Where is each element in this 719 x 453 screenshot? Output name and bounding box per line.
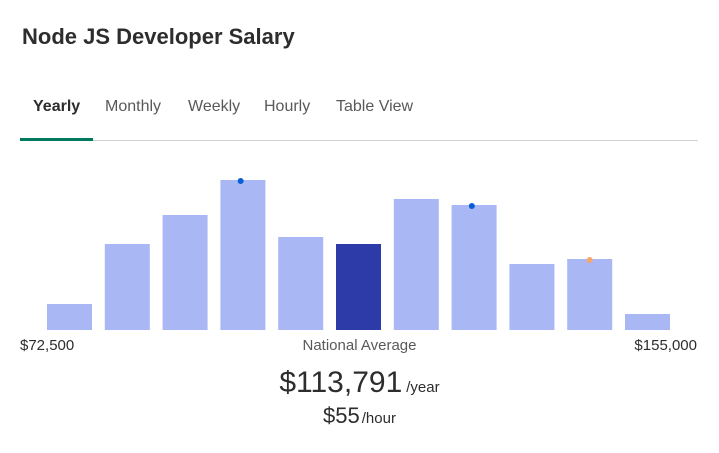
max-salary-label: $155,000 [634, 337, 697, 354]
tab-monthly[interactable]: Monthly [105, 98, 162, 115]
tab-table-view[interactable]: Table View [336, 98, 414, 115]
histogram-bar [393, 199, 439, 330]
histogram-bar-national-average [336, 244, 381, 330]
national-average-label: National Average [302, 337, 417, 354]
hourly-salary-amount: $55 [323, 403, 360, 428]
histogram-bar [104, 244, 150, 330]
histogram-bar [220, 180, 266, 330]
salary-histogram [47, 178, 670, 330]
page-title: Node JS Developer Salary [22, 24, 295, 49]
histogram-bar [509, 264, 555, 330]
hourly-salary-unit: /hour [361, 410, 396, 427]
hourly-salary: $55/hour [0, 403, 719, 429]
histogram-bar [625, 314, 670, 330]
tab-weekly[interactable]: Weekly [188, 98, 241, 115]
yearly-salary-amount: $113,791 [279, 366, 403, 399]
histogram-bar [278, 237, 324, 330]
yearly-salary: $113,791/year [0, 366, 719, 400]
salary-marker-dot [237, 178, 244, 184]
histogram-bar [47, 304, 92, 330]
pay-period-tabs: Yearly Monthly Weekly Hourly Table View [19, 94, 698, 141]
histogram-bar [567, 259, 613, 330]
tab-hourly[interactable]: Hourly [264, 98, 311, 115]
histogram-bar [162, 215, 208, 330]
salary-marker-dot [586, 257, 593, 263]
histogram-bar [451, 205, 497, 330]
tab-yearly[interactable]: Yearly [19, 94, 94, 141]
salary-marker-dot [468, 203, 475, 209]
min-salary-label: $72,500 [20, 337, 75, 354]
yearly-salary-unit: /year [406, 379, 440, 396]
